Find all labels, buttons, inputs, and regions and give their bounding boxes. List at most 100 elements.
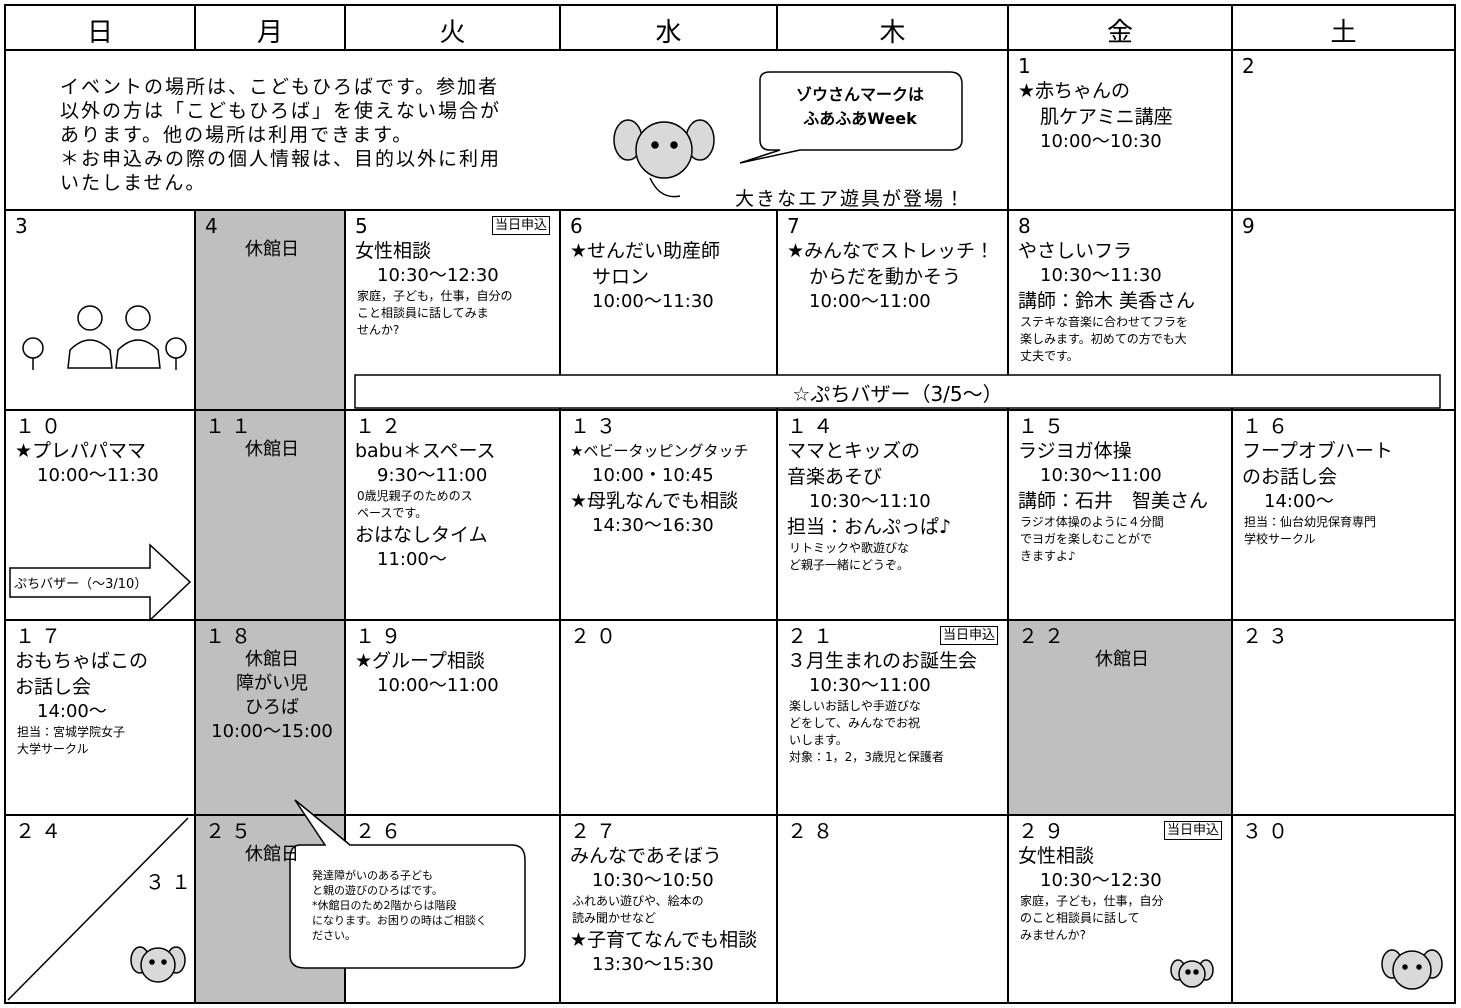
event-line: 13:30～15:30 (592, 954, 714, 975)
day-cell: １４ ママとキッズの 音楽あそび 10:30～11:10 担当：おんぷっぱ♪ リトミックや… (787, 414, 1002, 574)
day-cell: １１ 休館日 (205, 414, 339, 462)
weekday-header: 火 (439, 18, 466, 48)
event-line: やさしいフラ (1018, 240, 1133, 262)
event-line: 10:30～10:50 (592, 870, 714, 891)
event-line: ★プレパパママ (15, 440, 147, 462)
day-cell: ２７ みんなであそぼう 10:30～10:50 ふれあい遊びや、絵本の 読み聞かせなど ★… (570, 819, 771, 977)
event-line: 10:00～11:30 (37, 465, 159, 486)
day-cell: ２５ 休館日 (205, 819, 339, 867)
event-line: 対象：1，2，3歳児と保護者 (789, 750, 944, 764)
day-cell: １８ 休館日 障がい児 ひろば 10:00～15:00 (205, 624, 339, 744)
event-line: きますよ♪ (1020, 549, 1076, 563)
event-line: こと相談員に話してみま (357, 306, 489, 320)
event-line: 10:00～11:30 (592, 291, 714, 312)
callout-line: になります。お困りの時はご相談く (312, 914, 487, 927)
day-number: ２７ (570, 819, 622, 843)
event-line: 担当：宮城学院女子 (17, 725, 126, 739)
doll-decoration (22, 305, 187, 370)
event-line: ★母乳なんでも相談 (570, 490, 739, 512)
day-cell: 6 ★せんだい助産師 サロン 10:00～11:30 (570, 214, 771, 314)
event-line: せんか? (357, 323, 400, 337)
day-cell: 9 (1242, 214, 1449, 238)
event-line: 担当：おんぷっぱ♪ (787, 516, 952, 538)
day-number: ３１ (145, 870, 197, 894)
notice-line: いたしません。 (60, 172, 207, 194)
event-line: 10:30～11:00 (1040, 465, 1162, 486)
air-play-caption: 大きなエア遊具が登場！ (735, 188, 967, 210)
event-line: 休館日 (245, 649, 299, 670)
event-line: 大学サークル (17, 742, 89, 756)
event-line: ★せんだい助産師 (570, 240, 721, 262)
day-number: 5 (355, 214, 374, 238)
day-cell: １９ ★グループ相談 10:00～11:00 (355, 624, 554, 698)
event-line: 10:30～11:10 (809, 491, 931, 512)
event-line: 9:30～11:00 (377, 465, 488, 486)
event-line: 14:30～16:30 (592, 515, 714, 536)
event-line: 講師：石井 智美さん (1018, 490, 1209, 512)
event-line: ど親子一緒にどうぞ。 (789, 558, 910, 572)
day-cell: ２４ (15, 819, 189, 843)
day-number: ２９ (1018, 819, 1070, 843)
column-lines (194, 5, 1233, 1003)
day-cell: ２９ 当日申込 女性相談 10:30～12:30 家庭，子ども，仕事，自分 のこと相談員に… (1018, 819, 1226, 944)
event-line: 10:00・10:45 (592, 465, 714, 486)
day-cell: ２０ (570, 624, 771, 648)
day-number: １４ (787, 414, 839, 438)
bazaar-arrow-label: ぷちバザー（～3/10） (14, 577, 148, 592)
event-line: 14:00～ (1264, 491, 1334, 512)
event-line: 10:30～11:00 (809, 675, 931, 696)
event-line: 10:00～10:30 (1040, 131, 1162, 152)
day-number: ２０ (570, 624, 622, 648)
day-number: ２１ (787, 624, 839, 648)
day-cell: ２３ (1242, 624, 1449, 648)
day-number: 3 (15, 214, 34, 238)
weekday-header: 日 (86, 18, 113, 48)
day-number: １９ (355, 624, 407, 648)
event-line: みませんか? (1020, 928, 1087, 942)
event-line: 肌ケアミニ講座 (1040, 106, 1173, 128)
notice-line: 以外の方は「こどもひろば」を使えない場合が (60, 100, 502, 122)
notice-line: あります。他の場所は利用できます。 (60, 124, 414, 146)
closed-cell-shade (1008, 620, 1232, 815)
weekday-header: 金 (1106, 18, 1133, 48)
event-line: ペースです。 (357, 506, 428, 520)
event-line: みんなであそぼう (570, 845, 722, 867)
day-number: １６ (1242, 414, 1294, 438)
outer-border (4, 4, 1456, 1004)
day-number: ２２ (1018, 624, 1070, 648)
day-cell: １７ おもちゃばこの お話し会 14:00～ 担当：宮城学院女子 大学サークル (15, 624, 189, 758)
event-line: ★みんなでストレッチ！ (787, 240, 995, 262)
day-cell: １５ ラジヨガ体操 10:30～11:00 講師：石井 智美さん ラジオ体操のように４分… (1018, 414, 1226, 565)
event-line: 休館日 (245, 439, 299, 460)
event-line: 担当：仙台幼児保育専門 (1244, 515, 1377, 529)
day-cell: 1 ★赤ちゃんの 肌ケアミニ講座 10:00～10:30 (1018, 54, 1226, 154)
same-day-signup-tag: 当日申込 (1163, 821, 1222, 840)
event-line: 11:00～ (377, 549, 447, 570)
day-number: １０ (15, 414, 67, 438)
event-line: のこと相談員に話して (1020, 911, 1140, 925)
elephant-icon (613, 119, 715, 198)
day-cell: ２１ 当日申込 ３月生まれのお誕生会 10:30～11:00 楽しいお話しや手遊びな どを… (787, 624, 1002, 766)
event-line: どをして、みんなでお祝 (789, 716, 921, 730)
day-number: １３ (570, 414, 622, 438)
event-line: 10:00～11:00 (809, 291, 931, 312)
event-line: 楽しいお話しや手遊びな (789, 699, 921, 713)
day-number: 2 (1242, 54, 1261, 78)
event-line: 丈夫です。 (1020, 349, 1079, 363)
event-line: 学校サークル (1244, 532, 1316, 546)
event-line: 休館日 (245, 844, 299, 865)
notice-line: ＊お申込みの際の個人情報は、目的以外に利用 (60, 148, 502, 170)
day-number: １８ (205, 624, 257, 648)
event-line: ラジヨガ体操 (1018, 440, 1132, 462)
event-line: 14:00～ (37, 701, 107, 722)
day-number: １２ (355, 414, 407, 438)
day-cell: ３０ (1242, 819, 1449, 843)
event-line: ★ベビータッピングタッチ (570, 442, 749, 460)
day-number: １７ (15, 624, 67, 648)
event-line: ラジオ体操のように４分間 (1020, 515, 1164, 529)
elephant-icon (1170, 959, 1214, 988)
event-line: からだを動かそう (809, 266, 962, 288)
day-cell: 2 (1242, 54, 1449, 78)
event-line: ★赤ちゃんの (1018, 80, 1131, 102)
event-line: ステキな音楽に合わせてフラを (1020, 315, 1189, 329)
